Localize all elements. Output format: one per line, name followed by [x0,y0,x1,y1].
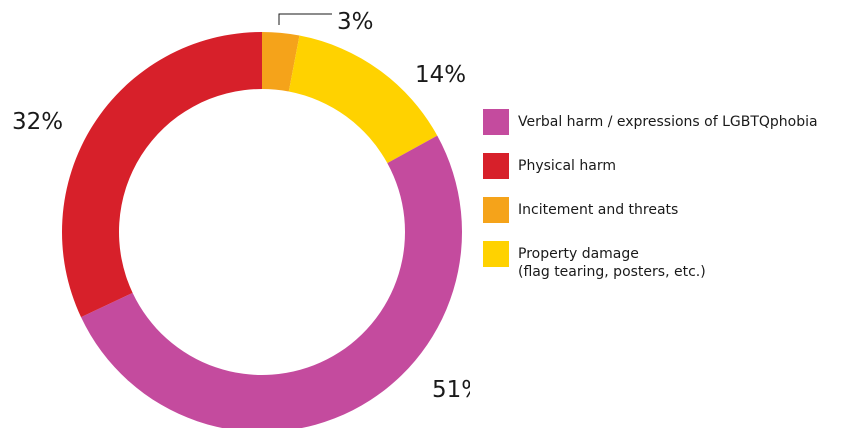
legend-swatch-property-damage [483,241,509,267]
label-property-damage: 14% [415,62,466,88]
legend-item-verbal-harm: Verbal harm / expressions of LGBTQphobia [483,109,853,139]
legend-label-line: Incitement and threats [518,202,679,218]
legend-item-physical-harm: Physical harm [483,153,853,183]
legend-label-line: Verbal harm / expressions of LGBTQphobia [518,114,818,130]
slice-property-damage [288,35,438,164]
legend-label-property-damage: Property damage (flag tearing, posters, … [518,245,706,281]
donut-chart: 3% 14% 51% 32% [12,9,470,428]
label-physical-harm: 32% [12,109,63,135]
legend-item-property-damage: Property damage (flag tearing, posters, … [483,241,853,281]
legend-label-line: Physical harm [518,158,616,174]
leader-line [278,13,332,25]
legend-swatch-verbal-harm [483,109,509,135]
slice-verbal-harm [81,135,462,428]
legend-swatch-incitement [483,197,509,223]
donut-slices [62,32,462,428]
data-labels: 3% 14% 51% 32% [12,9,470,403]
legend-label-physical-harm: Physical harm [518,157,616,175]
legend-label-verbal-harm: Verbal harm / expressions of LGBTQphobia [518,113,818,131]
legend: Verbal harm / expressions of LGBTQphobia… [483,109,853,295]
slice-incitement [262,32,300,92]
label-verbal-harm: 51% [432,377,470,403]
legend-label-incitement: Incitement and threats [518,201,678,219]
legend-label-line: (flag tearing, posters, etc.) [518,264,706,280]
legend-label-line: Property damage [518,246,639,262]
legend-item-incitement: Incitement and threats [483,197,853,227]
legend-swatch-physical-harm [483,153,509,179]
slice-physical-harm [62,32,262,318]
label-incitement: 3% [337,9,374,35]
